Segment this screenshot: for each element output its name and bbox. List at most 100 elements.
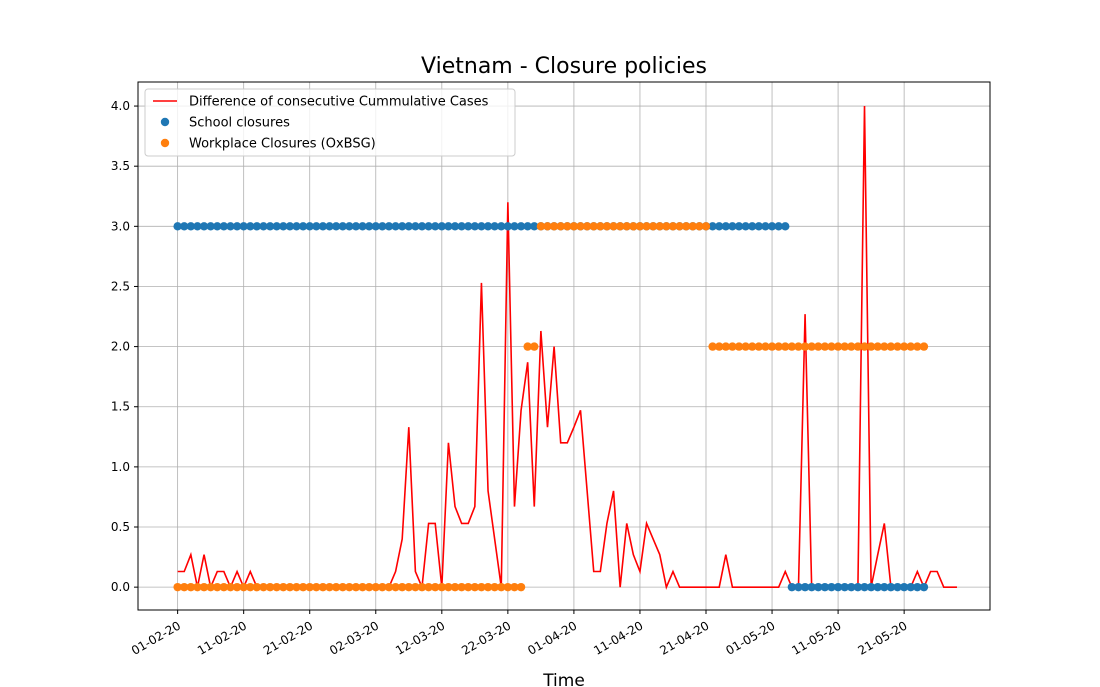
data-point bbox=[853, 342, 863, 351]
data-point bbox=[305, 582, 314, 592]
data-point bbox=[622, 222, 631, 231]
data-point bbox=[787, 342, 797, 351]
legend: Difference of consecutive Cummulative Ca… bbox=[144, 88, 516, 157]
data-point bbox=[279, 222, 288, 231]
data-point bbox=[847, 582, 856, 592]
data-point bbox=[312, 222, 321, 231]
data-point bbox=[239, 222, 248, 231]
data-point bbox=[748, 342, 757, 351]
legend-swatch bbox=[160, 138, 170, 148]
data-point bbox=[860, 582, 869, 592]
data-point bbox=[794, 582, 803, 592]
data-point bbox=[615, 222, 625, 231]
data-point bbox=[906, 582, 915, 592]
data-point bbox=[530, 222, 539, 231]
data-point bbox=[444, 582, 453, 592]
data-point bbox=[457, 582, 466, 592]
data-point bbox=[675, 222, 684, 231]
data-point bbox=[450, 222, 460, 231]
data-point bbox=[866, 582, 876, 592]
data-point bbox=[193, 582, 202, 592]
data-point bbox=[814, 342, 823, 351]
data-point bbox=[272, 222, 281, 231]
data-point bbox=[655, 222, 664, 231]
data-point bbox=[820, 342, 830, 351]
data-point bbox=[252, 222, 262, 231]
data-point bbox=[787, 582, 797, 592]
data-point bbox=[490, 582, 499, 592]
data-point bbox=[351, 222, 361, 231]
data-point bbox=[464, 222, 473, 231]
data-point bbox=[833, 342, 843, 351]
data-point bbox=[477, 222, 486, 231]
data-point bbox=[708, 222, 717, 231]
data-point bbox=[708, 342, 717, 351]
data-point bbox=[840, 582, 849, 592]
x-axis-label: Time bbox=[542, 671, 585, 687]
data-point bbox=[794, 342, 803, 351]
data-point bbox=[893, 342, 902, 351]
data-point bbox=[358, 222, 367, 231]
data-point bbox=[510, 582, 519, 592]
data-point bbox=[668, 222, 678, 231]
data-point bbox=[860, 342, 869, 351]
data-point bbox=[384, 222, 394, 231]
data-point bbox=[180, 222, 189, 231]
y-tick-label: 1.0 bbox=[111, 460, 130, 474]
data-point bbox=[331, 582, 341, 592]
data-point bbox=[199, 582, 209, 592]
data-point bbox=[556, 222, 565, 231]
data-point bbox=[331, 222, 341, 231]
data-point bbox=[206, 222, 215, 231]
legend-label: Difference of consecutive Cummulative Ca… bbox=[189, 95, 489, 110]
y-tick-label: 3.5 bbox=[111, 159, 130, 173]
data-point bbox=[173, 582, 182, 592]
data-point bbox=[497, 582, 506, 592]
data-point bbox=[503, 222, 513, 231]
data-point bbox=[292, 582, 301, 592]
data-point bbox=[767, 342, 777, 351]
data-point bbox=[886, 582, 896, 592]
data-point bbox=[767, 222, 777, 231]
y-tick-label: 0.0 bbox=[111, 580, 130, 594]
data-point bbox=[424, 582, 433, 592]
data-point bbox=[358, 582, 367, 592]
data-point bbox=[853, 582, 863, 592]
data-point bbox=[364, 582, 374, 592]
data-point bbox=[265, 222, 275, 231]
data-point bbox=[543, 222, 552, 231]
data-point bbox=[899, 342, 909, 351]
data-point bbox=[477, 582, 486, 592]
data-point bbox=[180, 582, 189, 592]
data-point bbox=[530, 342, 539, 351]
data-point bbox=[761, 342, 770, 351]
data-point bbox=[464, 582, 473, 592]
data-point bbox=[695, 222, 704, 231]
data-point bbox=[411, 222, 420, 231]
data-point bbox=[602, 222, 612, 231]
data-point bbox=[807, 342, 816, 351]
data-point bbox=[279, 582, 288, 592]
data-point bbox=[516, 582, 526, 592]
data-point bbox=[609, 222, 618, 231]
data-point bbox=[345, 222, 354, 231]
data-point bbox=[497, 222, 506, 231]
data-point bbox=[252, 582, 262, 592]
data-point bbox=[648, 222, 658, 231]
data-point bbox=[193, 222, 202, 231]
data-point bbox=[265, 582, 275, 592]
data-point bbox=[728, 222, 737, 231]
data-point bbox=[807, 582, 816, 592]
data-point bbox=[417, 582, 427, 592]
data-point bbox=[840, 342, 849, 351]
data-point bbox=[681, 222, 691, 231]
data-point bbox=[906, 342, 915, 351]
data-point bbox=[391, 222, 400, 231]
data-point bbox=[886, 342, 896, 351]
data-point bbox=[734, 342, 744, 351]
data-point bbox=[457, 222, 466, 231]
data-point bbox=[246, 222, 255, 231]
data-point bbox=[424, 222, 433, 231]
data-point bbox=[345, 582, 354, 592]
